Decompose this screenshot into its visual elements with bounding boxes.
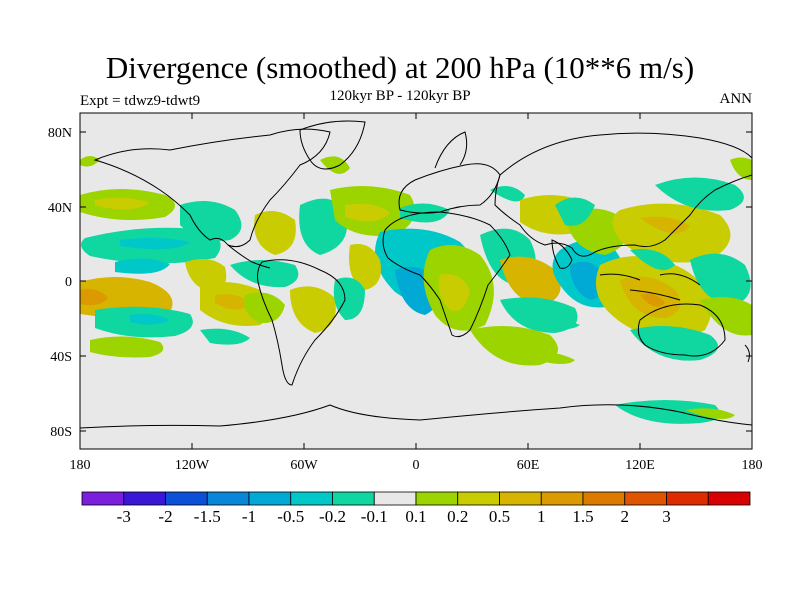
- experiment-label: Expt = tdwz9-tdwt9: [80, 93, 201, 109]
- contour-fill-layer: [80, 156, 752, 424]
- period-label: ANN: [719, 91, 753, 107]
- colorbar-label: 1: [537, 507, 546, 526]
- contour-negative: [490, 186, 525, 202]
- colorbar-box: [457, 491, 500, 506]
- lon-tick-label: 180: [70, 458, 91, 473]
- contour-negative: [115, 258, 170, 274]
- coastline-north-america: [93, 128, 331, 248]
- colorbar-label: 3: [662, 507, 671, 526]
- colorbar-label: -0.1: [361, 507, 388, 526]
- contour-negative: [120, 237, 190, 250]
- contour-negative: [630, 326, 718, 361]
- lon-tick-label: 60E: [517, 458, 540, 473]
- contour-positive: [555, 197, 595, 226]
- lon-tick-label: 120E: [625, 458, 655, 473]
- contour-negative: [200, 328, 250, 345]
- colorbar-label: 2: [621, 507, 630, 526]
- colorbar-box: [123, 491, 166, 506]
- chart-title: Divergence (smoothed) at 200 hPa (10**6 …: [105, 50, 695, 85]
- colorbar-box: [499, 491, 542, 506]
- coastline-greenland: [299, 120, 366, 170]
- colorbar-label: 0.5: [489, 507, 510, 526]
- contour-negative: [130, 314, 170, 325]
- contour-negative: [333, 277, 365, 320]
- coastline-australia: [637, 303, 726, 357]
- colorbar-label: -0.2: [319, 507, 346, 526]
- colorbar-box: [624, 491, 667, 506]
- colorbar-box: [540, 491, 584, 506]
- contour-negative: [630, 249, 675, 270]
- colorbar-label: -2: [158, 507, 172, 526]
- colorbar-label: 0.2: [447, 507, 468, 526]
- contour-positive: [640, 216, 690, 234]
- contour-negative: [540, 318, 580, 329]
- colorbar-label: -3: [117, 507, 131, 526]
- coastline-scandinavia: [434, 131, 468, 169]
- coastlines: [80, 120, 752, 429]
- coastline-central-america: [227, 244, 271, 269]
- contour-positive: [90, 336, 164, 358]
- contour-positive: [290, 286, 336, 333]
- colorbar-box: [707, 491, 751, 506]
- lon-axis: [79, 113, 753, 449]
- colorbar-label: 1.5: [572, 507, 593, 526]
- lat-tick-label: 80S: [50, 425, 72, 440]
- contour-positive: [520, 351, 575, 364]
- coastline-new-zealand: [744, 344, 750, 363]
- colorbar-label: 0.1: [405, 507, 426, 526]
- contour-positive: [730, 157, 752, 180]
- coastline-indonesia: [599, 273, 701, 301]
- colorbar-box: [290, 491, 333, 506]
- contour-positive: [244, 292, 285, 324]
- lat-tick-label: 0: [65, 275, 72, 290]
- coastline-africa: [382, 211, 511, 338]
- colorbar-box: [666, 491, 709, 506]
- chart-subtitle: 120kyr BP - 120kyr BP: [329, 88, 471, 104]
- colorbar-box: [373, 491, 417, 506]
- colorbar: -3 -2 -1.5 -1 -0.5 -0.2 -0.1 0.1 0.2 0.5 1 1.5 2 3: [81, 491, 751, 526]
- colorbar-box: [165, 491, 208, 506]
- colorbar-label: -0.5: [277, 507, 304, 526]
- lat-tick-labels: 80N 40N 0 40S 80S: [48, 126, 72, 440]
- colorbar-box: [206, 491, 250, 506]
- colorbar-label: -1.5: [194, 507, 221, 526]
- contour-negative: [690, 253, 751, 305]
- contour-positive: [80, 289, 108, 306]
- colorbar-box: [332, 491, 375, 506]
- colorbar-box: [415, 491, 459, 506]
- contour-positive: [438, 274, 470, 311]
- contour-positive: [349, 244, 381, 290]
- colorbar-box: [582, 491, 626, 506]
- contour-positive: [320, 156, 350, 174]
- contour-positive: [215, 294, 250, 310]
- lon-tick-label: 120W: [175, 458, 210, 473]
- lon-tick-label: 180: [742, 458, 763, 473]
- lat-tick-label: 40S: [50, 350, 72, 365]
- coastline-asia: [494, 132, 752, 257]
- contour-negative: [230, 260, 299, 288]
- colorbar-label: -1: [242, 507, 256, 526]
- contour-positive: [345, 203, 390, 222]
- coastline-south-america: [257, 259, 346, 386]
- contour-positive: [95, 197, 150, 210]
- lat-tick-label: 80N: [48, 126, 72, 141]
- lat-axis: [80, 131, 752, 432]
- contour-positive: [685, 408, 735, 419]
- contour-positive: [254, 211, 296, 255]
- contour-positive: [700, 296, 752, 336]
- lon-tick-labels: 180 120W 60W 0 60E 120E 180: [70, 458, 763, 473]
- contour-negative: [655, 177, 744, 211]
- contour-positive: [640, 293, 665, 307]
- colorbar-box: [81, 491, 125, 506]
- coastline-antarctica: [80, 404, 752, 429]
- contour-positive: [500, 256, 561, 305]
- coastline-india: [551, 239, 573, 269]
- lon-tick-label: 0: [413, 458, 420, 473]
- lon-tick-label: 60W: [290, 458, 318, 473]
- lat-tick-label: 40N: [48, 201, 72, 216]
- contour-positive: [80, 156, 100, 167]
- colorbar-box: [248, 491, 292, 506]
